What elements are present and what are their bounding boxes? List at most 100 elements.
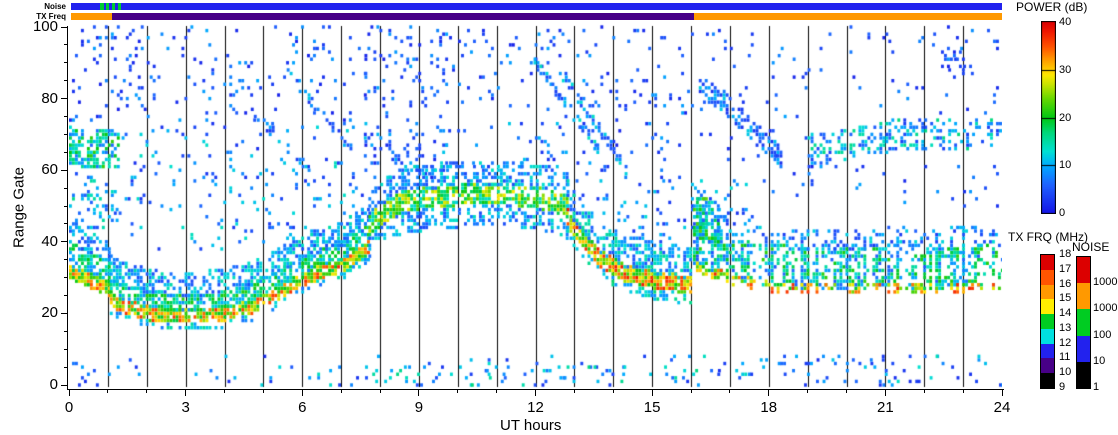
y-major-tick [61, 169, 67, 171]
y-minor-tick [64, 277, 67, 279]
x-minor-tick [962, 389, 964, 393]
y-tick-label: 60 [41, 161, 58, 179]
txfrq-cb-block [1041, 373, 1054, 389]
txfrq-cb-label: 16 [1059, 277, 1072, 290]
noise-level-bar [71, 3, 1002, 10]
y-minor-tick [64, 366, 67, 368]
x-tick-label: 3 [181, 399, 190, 416]
tx-frq-scale-title: TX FRQ (MHz) [1008, 230, 1088, 244]
noise-cb-label: 1 [1093, 381, 1100, 393]
x-minor-tick [457, 389, 459, 393]
power-colorbar [1041, 21, 1056, 214]
y-tick-label: 100 [32, 18, 58, 35]
y-minor-tick [64, 62, 67, 64]
x-major-tick [768, 389, 770, 396]
tx-frq-colorbar [1040, 254, 1055, 389]
x-major-tick [535, 389, 536, 396]
noise-bar-segment [112, 3, 116, 10]
x-axis-title: UT hours [500, 417, 562, 434]
x-tick-label: 12 [527, 399, 544, 416]
power-scale-title: POWER (dB) [1016, 0, 1088, 14]
y-minor-tick [64, 348, 67, 350]
y-major-tick [61, 312, 67, 314]
x-major-tick [301, 389, 303, 396]
x-minor-tick [573, 389, 575, 393]
x-tick-label: 15 [643, 399, 661, 416]
noise-cb-label: 10000 [1093, 276, 1118, 289]
txfrq-cb-label: 15 [1059, 292, 1072, 305]
noise-bar-segment [105, 3, 109, 10]
y-major-tick [61, 384, 67, 386]
txfrq-cb-block [1041, 269, 1054, 286]
y-minor-tick [64, 223, 67, 225]
x-minor-tick [846, 389, 847, 393]
tx-freq-bar-segment [111, 13, 694, 20]
x-tick-label: 0 [64, 399, 74, 416]
txfrq-cb-label: 17 [1059, 262, 1072, 275]
y-minor-tick [64, 330, 67, 332]
y-minor-tick [64, 80, 67, 82]
x-minor-tick [146, 389, 148, 393]
txfrq-cb-label: 18 [1059, 248, 1072, 260]
noise-bar-segment [120, 3, 1002, 10]
x-minor-tick [262, 389, 264, 393]
noise-bar-segment [115, 3, 118, 10]
y-minor-tick [64, 205, 67, 207]
x-minor-tick [107, 389, 109, 393]
txfrq-cb-label: 10 [1059, 366, 1072, 379]
tx-freq-bar-segment [693, 13, 1002, 20]
y-tick-label: 20 [41, 304, 58, 322]
y-minor-tick [64, 133, 67, 135]
tx-frequency-bar [71, 13, 1002, 20]
noise-scale-title: NOISE [1072, 240, 1110, 254]
x-minor-tick [340, 389, 342, 393]
noise-bar-segment [117, 3, 121, 10]
y-axis-line [67, 26, 68, 389]
y-minor-tick [64, 259, 67, 261]
txfrq-cb-label: 14 [1059, 307, 1072, 320]
x-major-tick [651, 389, 653, 396]
y-major-tick [61, 241, 67, 243]
noise-cb-block [1077, 309, 1090, 337]
x-major-tick [418, 389, 420, 396]
txfrq-cb-label: 11 [1059, 351, 1071, 364]
txfrq-cb-block [1041, 358, 1054, 374]
x-tick-label: 21 [877, 399, 894, 416]
noise-bar-segment [71, 3, 101, 10]
power-tick-label: 20 [1059, 111, 1072, 124]
noise-bar-segment [100, 3, 104, 10]
power-tick-label: 10 [1059, 159, 1072, 172]
txfrq-cb-label: 13 [1059, 321, 1072, 334]
x-minor-tick [729, 389, 731, 393]
y-minor-tick [64, 295, 67, 296]
y-tick-label: 40 [41, 232, 58, 250]
tx-freq-bar-segment [71, 13, 112, 20]
y-tick-label: 80 [41, 89, 58, 107]
txfrq-cb-block [1041, 255, 1054, 271]
x-major-tick [68, 389, 70, 396]
x-major-tick [185, 389, 187, 396]
y-major-tick [61, 98, 67, 100]
rti-heatmap-canvas [69, 24, 1002, 388]
txfrq-cb-block [1041, 284, 1054, 300]
y-minor-tick [64, 187, 67, 189]
y-minor-tick [64, 44, 67, 46]
noise-cb-block [1077, 335, 1090, 363]
power-tick-label: 30 [1059, 63, 1072, 76]
noise-cb-label: 100 [1093, 328, 1112, 341]
x-tick-label: 6 [298, 399, 307, 416]
noise-cb-label: 1000 [1093, 302, 1118, 315]
txfrq-cb-block [1041, 314, 1054, 330]
y-major-tick [61, 26, 67, 28]
txfrq-cb-block [1041, 299, 1054, 315]
x-minor-tick [496, 389, 498, 393]
x-minor-tick [224, 389, 225, 393]
noise-colorbar [1076, 256, 1091, 389]
x-minor-tick [690, 389, 692, 393]
noise-bar-label: Noise [44, 2, 66, 11]
x-tick-label: 18 [760, 399, 778, 416]
x-minor-tick [379, 389, 381, 393]
noise-cb-label: 10 [1093, 354, 1106, 367]
x-tick-label: 9 [414, 399, 424, 416]
